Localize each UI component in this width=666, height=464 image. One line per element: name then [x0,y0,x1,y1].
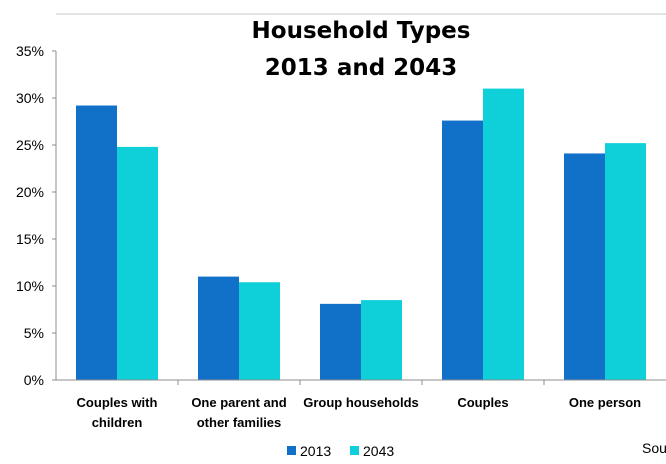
source-text: Sou [642,440,666,456]
legend-label-2013: 2013 [300,443,331,459]
bar-2043-0 [117,146,158,380]
legend-swatch-2013 [287,446,296,455]
y-tick-label: 20% [16,184,44,200]
chart-title-line-1: Household Types [252,18,471,44]
legend-label-2043: 2043 [363,443,394,459]
x-category-label: Group households [303,395,419,410]
bar-2013-4 [564,153,605,380]
y-tick-label: 15% [16,231,44,247]
bar-2013-1 [198,276,239,380]
legend: 2013 2043 [287,443,394,459]
x-category-label: Couples [457,395,508,410]
x-axis: Couples with children One parent and other … [56,379,666,430]
bar-2043-3 [483,88,524,380]
bar-2043-4 [605,143,646,380]
bars [76,88,646,381]
chart-title-line-2: 2013 and 2043 [265,55,457,81]
y-axis: 0% 5% 10% 15% 20% 25% 30% 35% [16,43,57,388]
y-tick-label: 10% [16,278,44,294]
bar-2013-0 [76,105,117,381]
bar-2043-1 [239,282,280,380]
legend-swatch-2043 [350,446,359,455]
x-category-label: One person [569,395,641,410]
x-category-label: One parent and [191,395,286,410]
x-category-label: Couples with [77,395,158,410]
y-tick-label: 5% [24,325,44,341]
bar-2043-2 [361,300,402,380]
x-category-label: children [92,415,143,430]
x-category-label: other families [197,415,282,430]
y-tick-label: 35% [16,43,44,59]
y-tick-label: 25% [16,137,44,153]
y-tick-label: 0% [24,372,44,388]
bar-2013-3 [442,120,483,380]
bar-2013-2 [320,303,361,380]
y-tick-label: 30% [16,90,44,106]
